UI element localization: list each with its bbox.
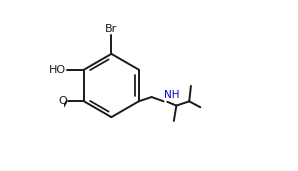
Text: O: O: [59, 96, 67, 106]
Text: HO: HO: [49, 65, 66, 75]
Text: NH: NH: [164, 90, 180, 100]
Text: Br: Br: [104, 24, 117, 34]
